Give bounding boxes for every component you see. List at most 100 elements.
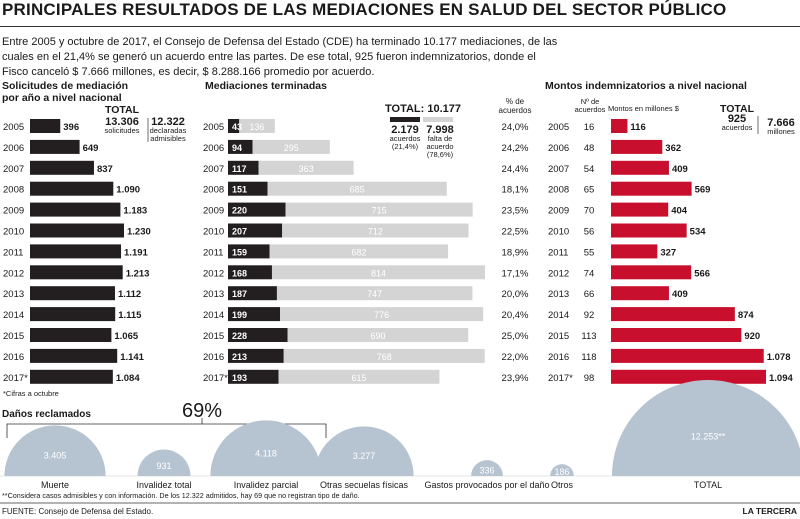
damages-bubble-value: 3.277 — [353, 451, 376, 461]
panel2-noagree-value-label: 715 — [372, 206, 387, 216]
damages-category-label: TOTAL — [694, 480, 722, 490]
panel2-agree-value: 2.179 — [391, 124, 419, 136]
panel1-bar — [30, 307, 116, 322]
panel3-year-label: 2006 — [548, 143, 569, 154]
panel2-pct-label: 23,5% — [502, 206, 529, 217]
panel2-pct-label: 25,0% — [502, 331, 529, 342]
panel1-year-label: 2010 — [3, 227, 24, 238]
panel2-agree-bar — [228, 160, 259, 175]
panel1-value-label: 837 — [97, 164, 113, 175]
panel3-count-label: 118 — [581, 352, 596, 363]
panel2-year-label: 2009 — [203, 206, 224, 217]
panel2-noagree-bar — [258, 160, 354, 175]
panel2-noagree-label: acuerdo — [426, 142, 453, 151]
panel2-agree-value-label: 207 — [232, 227, 247, 237]
panel1-value-label: 1.112 — [118, 289, 141, 300]
panel2-noagree-bar — [239, 119, 275, 133]
panel2-agree-label: acuerdos — [390, 134, 421, 143]
panel2-year-label: 2010 — [203, 227, 224, 238]
damages-category-label: Invalidez total — [136, 480, 191, 490]
panel1-value-label: 1.141 — [120, 352, 144, 363]
panel1-total-admissible-label: admisibles — [150, 134, 186, 143]
panel3-year-label: 2012 — [548, 268, 569, 279]
panel2-agree-label: (21,4%) — [392, 142, 419, 151]
panel3-year-label: 2016 — [548, 352, 569, 363]
panel3-value-label: 362 — [665, 143, 681, 154]
panel3-count-label: 48 — [584, 143, 595, 154]
panel2-pct-label: 18,9% — [502, 247, 529, 258]
panel1-year-label: 2005 — [3, 122, 24, 133]
panel2-year-label: 2013 — [203, 289, 224, 300]
panel3-count-label: 55 — [584, 247, 595, 258]
panel2-agree-value-label: 94 — [232, 143, 242, 153]
panel1-bar — [30, 202, 121, 217]
panel3-bar — [611, 202, 669, 217]
panel2-agree-value-label: 187 — [232, 289, 247, 299]
damages-bubble — [4, 425, 106, 476]
panel1-bar — [30, 160, 94, 175]
damages-category-label: Gastos provocados por el daño — [424, 480, 549, 490]
panel2-pct-label: 24,4% — [502, 164, 529, 175]
panel1-value-label: 396 — [63, 122, 79, 133]
panel1-value-label: 1.213 — [126, 268, 150, 279]
panel2-agree-value-label: 213 — [232, 352, 247, 362]
panel1-year-label: 2012 — [3, 268, 24, 279]
panel3-bar — [611, 369, 766, 384]
panel1-year-label: 2014 — [3, 310, 24, 321]
panel1-year-label: 2006 — [3, 143, 24, 154]
panel2-pct-label: 17,1% — [502, 268, 529, 279]
panel2-pct-label: 23,9% — [502, 373, 529, 384]
panel2-agree-value-label: 168 — [232, 268, 247, 278]
title-rule — [0, 26, 800, 27]
panel2-year-label: 2015 — [203, 331, 224, 342]
panel3-bar — [611, 286, 669, 301]
panel2-agree-bar — [228, 223, 283, 238]
damages-bracket-pct: 69% — [182, 400, 222, 422]
panel1-year-label: 2009 — [3, 206, 24, 217]
panel3-value-label: 116 — [630, 122, 645, 133]
panel2-heading: Mediaciones terminadas — [205, 80, 327, 92]
panel3-value-label: 566 — [694, 268, 710, 279]
panel3-bar — [611, 328, 742, 342]
panel2-agree-bar — [228, 286, 277, 301]
panel2-pct-label: 18,1% — [502, 185, 529, 196]
panel3-value-label: 409 — [672, 164, 688, 175]
panel2-year-label: 2017* — [203, 373, 228, 384]
panel2-noagree-value: 7.998 — [426, 124, 454, 136]
panel2-noagree-bar — [287, 328, 469, 342]
panel3-bar — [611, 139, 663, 154]
panel1-total-label: TOTAL — [105, 104, 140, 116]
panel2-pct-heading: % de — [506, 97, 525, 106]
panel3-value-label: 327 — [660, 247, 676, 258]
panel1-year-label: 2013 — [3, 289, 24, 300]
panel2-year-label: 2006 — [203, 143, 224, 154]
panel3-value-label: 1.094 — [769, 373, 793, 384]
panel1-value-label: 1.230 — [127, 227, 151, 238]
panel3-value-label: 920 — [744, 331, 760, 342]
panel3-count-label: 66 — [584, 289, 595, 300]
panel2-noagree-value-label: 363 — [299, 164, 314, 174]
panel3-value-label: 1.078 — [767, 352, 791, 363]
panel3-bar — [611, 119, 628, 133]
panel2-agree-bar — [228, 328, 288, 342]
panel2-noagree-bar — [269, 244, 449, 259]
panel2-noagree-value-label: 295 — [284, 143, 299, 153]
panel3-bar — [611, 265, 692, 280]
panel1-year-label: 2011 — [3, 247, 23, 258]
panel2-noagree-bar — [271, 265, 485, 280]
source-note: FUENTE: Consejo de Defensa del Estado. — [2, 507, 153, 516]
panel3-total-amount: 7.666 — [767, 117, 795, 129]
panel1-bar — [30, 139, 80, 154]
panel2-agree-value-label: 159 — [232, 247, 247, 257]
panel3-year-label: 2005 — [548, 122, 569, 133]
panel2-pct-label: 20,0% — [502, 289, 529, 300]
panel2-pct-label: 24,2% — [502, 143, 529, 154]
damages-bubble-value: 4.118 — [255, 449, 277, 459]
panel3-year-label: 2015 — [548, 331, 569, 342]
panel2-noagree-bar — [252, 139, 330, 154]
panel2-noagree-bar — [278, 369, 440, 384]
panel3-value-label: 569 — [695, 185, 711, 196]
panel1-year-label: 2016 — [3, 352, 24, 363]
panel3-year-label: 2009 — [548, 206, 569, 217]
panel1-year-label: 2015 — [3, 331, 24, 342]
